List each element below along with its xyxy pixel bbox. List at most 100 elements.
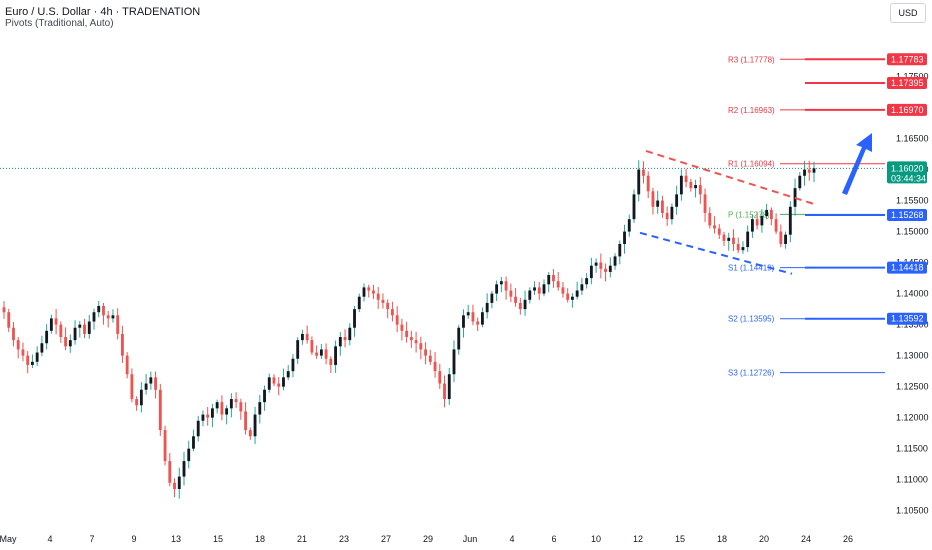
candle-body [78,324,82,328]
candle-body [282,377,285,387]
candle-body [632,194,636,220]
current-price-text: 1.16020 [891,163,924,173]
currency-button[interactable]: USD [890,3,926,23]
current-price-tag [887,161,927,184]
candle-body [736,243,740,251]
candle-body [305,333,309,341]
candle-body [476,321,480,325]
candle-body [158,389,162,431]
candle-body [334,346,337,365]
candle-body [457,327,461,350]
candle-body [769,209,773,220]
candle-body [111,315,115,319]
candle-body [447,374,451,400]
candle-body [499,281,503,285]
candle-body [779,231,783,244]
y-tick-label: 1.15000 [896,227,929,237]
candle-body [594,262,598,266]
x-tick-label: 15 [675,534,685,544]
time-axis[interactable]: May 4 7 9 13 15 18 21 23 27 29 Jun 4 6 10 12 15 18 20 24 26 [0,534,853,544]
y-tick-label: 1.12000 [896,413,929,423]
x-tick-label: 4 [509,534,514,544]
x-tick-label: May [0,534,17,544]
candle-body [556,281,560,288]
price-tag [887,103,927,116]
candle-body [438,371,442,384]
candle-body [485,302,489,313]
y-tick-label: 1.16500 [896,134,929,144]
candle-body [784,234,787,244]
candle-body [414,340,418,344]
y-tick-label: 1.13000 [896,351,929,361]
y-tick-label: 1.11500 [896,444,928,454]
candle-body [291,358,295,372]
candle-body [49,318,53,331]
candle-body [310,340,314,353]
candle-body [68,340,72,347]
candle-body [121,333,124,356]
candle-body [746,231,750,248]
x-tick-label: 10 [591,534,601,544]
candle-body [684,175,688,182]
candle-body [604,268,607,272]
candle-body [433,361,437,372]
x-tick-label: 20 [759,534,769,544]
x-tick-label: 18 [255,534,265,544]
candle-body [462,315,465,328]
candle-body [59,324,63,338]
indicator-legend[interactable]: Pivots (Traditional, Auto) [5,18,114,29]
y-tick-label: 1.10500 [896,506,929,516]
candle-body [296,340,300,359]
candle-body [168,461,172,483]
candle-body [139,389,143,406]
candle-body [253,414,257,437]
candle-body [376,293,380,300]
candle-body [608,265,612,272]
x-tick-label: Jun [463,534,478,544]
price-axis[interactable]: 1.175001.165001.160001.155001.150001.145… [896,72,929,516]
projection-arrow-icon [842,133,872,195]
candle-body [353,309,356,328]
x-tick-label: 4 [47,534,52,544]
candle-body [627,219,631,232]
candle-body [7,312,11,328]
candle-body [263,389,266,403]
candle-body [509,290,513,297]
pivot-label-r1: R1 (1.16094) [728,160,775,169]
candle-body [64,337,67,347]
candle-body [338,337,342,347]
candle-body [315,352,319,356]
candle-body [580,284,584,291]
pivot-label-r2: R2 (1.16963) [728,106,775,115]
x-tick-label: 27 [381,534,391,544]
symbol-title[interactable]: Euro / U.S. Dollar · 4h · TRADENATION [5,6,201,18]
price-tag-text: 1.17395 [891,78,924,88]
candle-body [192,436,195,449]
candle-body [774,219,778,232]
candle-body [523,299,527,310]
candle-body [528,290,532,300]
pivot-label-s2: S2 (1.13595) [728,315,775,324]
candle-body [452,349,456,375]
candle-body [87,321,91,334]
candle-body [234,399,238,403]
candle-body [367,287,371,291]
candle-body [703,194,707,213]
candle-body [741,247,745,251]
candle-body [201,414,205,421]
candle-body [187,448,191,462]
candle-body [324,349,328,359]
candle-body [675,194,679,207]
candle-body [637,169,641,195]
candle-body [694,185,697,189]
candle-body [490,293,494,303]
candle-body [286,371,290,378]
candle-body [45,330,49,344]
candle-body [424,349,427,356]
price-tag [887,261,927,274]
candle-body [717,228,721,235]
candle-body [173,482,176,489]
candle-body [599,262,603,269]
candle-body [812,168,816,173]
